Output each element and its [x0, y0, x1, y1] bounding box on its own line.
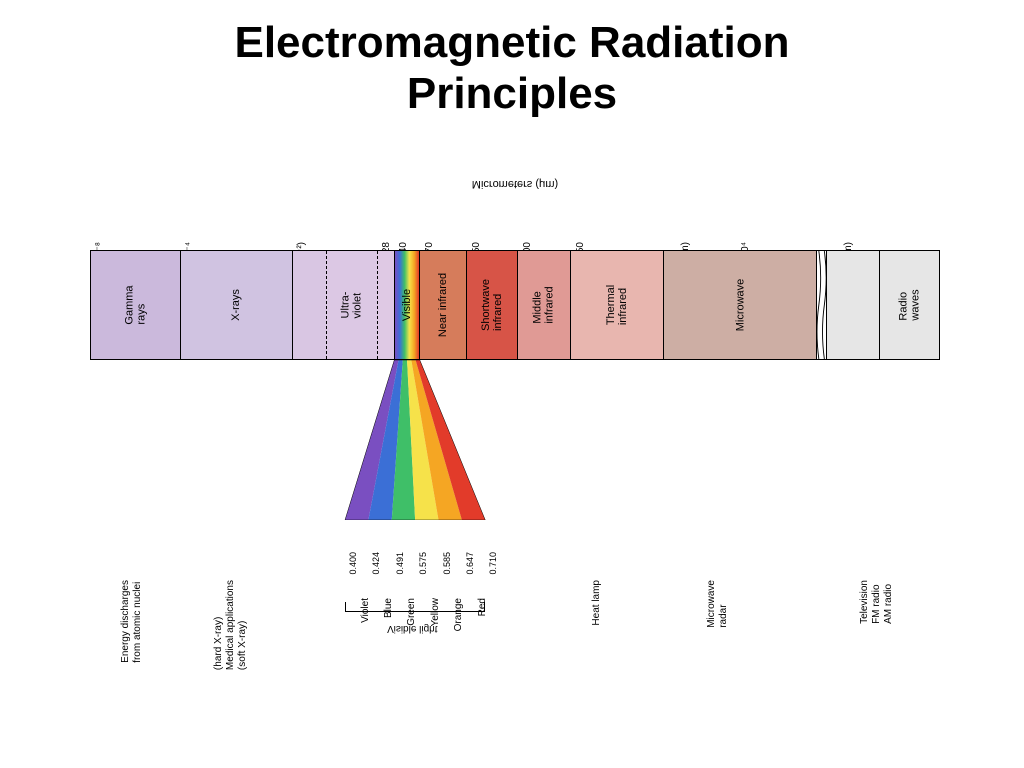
segment-radiogap — [827, 251, 880, 359]
segment-label: Shortwaveinfrared — [480, 279, 504, 331]
segment-uvgap2 — [378, 251, 395, 359]
segment-microwave: Microwave — [664, 251, 817, 359]
segment-nearir: Near infrared — [420, 251, 467, 359]
segment-gamma: Gammarays — [91, 251, 181, 359]
annotation: Energy dischargesfrom atomic nuclei — [120, 580, 144, 663]
visible-brace — [345, 602, 485, 612]
segment-uv: Ultra-violet — [327, 251, 378, 359]
segment-label: X-rays — [230, 289, 242, 321]
segment-label: Middleinfrared — [532, 286, 556, 323]
segment-break — [817, 251, 827, 359]
visible-value: 0.575 — [418, 552, 428, 575]
segment-uvgap — [293, 251, 327, 359]
segment-label: Gammarays — [123, 285, 147, 324]
segment-midir: Middleinfrared — [518, 251, 571, 359]
visible-value: 0.400 — [348, 552, 358, 575]
visible-value: 0.424 — [371, 552, 381, 575]
visible-value: 0.647 — [465, 552, 475, 575]
segment-thermal: Thermalinfrared — [571, 251, 664, 359]
segment-label: Ultra-violet — [340, 292, 364, 319]
segment-label: Microwave — [734, 279, 746, 332]
visible-fan — [335, 360, 495, 520]
visible-value: 0.710 — [488, 552, 498, 575]
spectrum-bar: Gammarays X-rays Ultra-violet Visible Near i… — [90, 250, 940, 360]
title-line-2: Principles — [407, 69, 617, 118]
axis-title: Micrometers (μm) — [90, 178, 940, 190]
page-title: Electromagnetic Radiation Principles — [0, 0, 1024, 119]
annotation: Heat lamp — [591, 580, 603, 626]
title-line-1: Electromagnetic Radiation — [234, 18, 789, 67]
segment-xray: X-rays — [181, 251, 293, 359]
annotation: (hard X-ray)Medical applications(soft X-… — [213, 580, 249, 670]
segment-label: Radiowaves — [897, 289, 921, 320]
visible-value: 0.585 — [442, 552, 452, 575]
segment-label: Thermalinfrared — [605, 285, 629, 325]
annotation: Microwaveradar — [706, 580, 730, 628]
segment-label: Near infrared — [437, 273, 449, 337]
segment-label: Visible — [401, 289, 413, 321]
annotation: TelevisionFM radioAM radio — [859, 580, 895, 624]
segment-visible: Visible — [395, 251, 420, 359]
visible-caption: Visible light — [387, 623, 437, 634]
segment-swir: Shortwaveinfrared — [467, 251, 518, 359]
visible-value: 0.491 — [395, 552, 405, 575]
segment-radio: Radiowaves — [880, 251, 939, 359]
spectrum-chart: Micrometers (μm) 10⁻⁸10⁻⁴0.01(10⁻²)0.280… — [90, 190, 940, 710]
